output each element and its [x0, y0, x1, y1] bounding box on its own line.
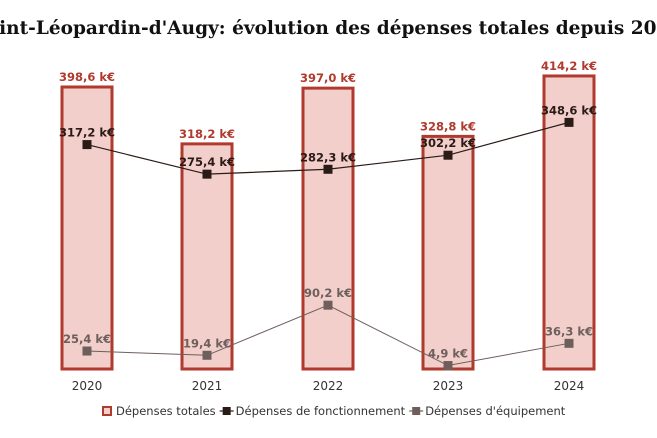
bar-label-2023: 328,8 k€ — [420, 119, 476, 133]
fonctionnement-point-2020 — [82, 140, 92, 150]
fonctionnement-label-2023: 302,2 k€ — [420, 136, 476, 150]
fonctionnement-point-2023 — [443, 150, 453, 160]
equipement-label-2024: 36,3 k€ — [545, 324, 593, 338]
bar-label-2020: 398,6 k€ — [59, 70, 115, 84]
legend-marker-fonctionnement — [222, 407, 231, 415]
bars-layer — [60, 74, 596, 371]
fonctionnement-label-2022: 282,3 k€ — [300, 150, 356, 164]
equipement-label-2021: 19,4 k€ — [183, 336, 231, 350]
bar-label-2021: 318,2 k€ — [179, 127, 235, 141]
equipement-point-2020 — [82, 346, 92, 356]
equipement-point-2024 — [564, 338, 574, 348]
legend-marker-equipement — [412, 407, 421, 415]
x-tick-2023: 2023 — [433, 379, 464, 393]
x-tick-2022: 2022 — [313, 379, 344, 393]
equipement-point-2021 — [202, 350, 212, 360]
legend-label-totales: Dépenses totales — [116, 404, 216, 418]
bar-2022 — [301, 86, 355, 371]
fonctionnement-point-2022 — [323, 164, 333, 174]
legend-item-equipement: Dépenses d'équipement — [409, 404, 566, 418]
equipement-label-2023: 4,9 k€ — [428, 347, 468, 361]
legend-swatch-totales — [102, 406, 112, 416]
fonctionnement-point-2024 — [564, 117, 574, 127]
lines-layer — [82, 117, 574, 371]
bar-2020 — [60, 85, 114, 371]
x-tick-2021: 2021 — [192, 379, 223, 393]
x-tick-2020: 2020 — [72, 379, 103, 393]
legend-item-fonctionnement: Dépenses de fonctionnement — [219, 404, 406, 418]
legend-item-totales: Dépenses totales — [102, 404, 216, 418]
fonctionnement-label-2024: 348,6 k€ — [541, 103, 597, 117]
equipement-point-2023 — [443, 361, 453, 371]
bar-label-2024: 414,2 k€ — [541, 59, 597, 73]
legend: Dépenses totales Dépenses de fonctionneme… — [102, 404, 566, 418]
bar-label-2022: 397,0 k€ — [300, 71, 356, 85]
equipement-point-2022 — [323, 300, 333, 310]
chart-title: Saint-Léopardin-d'Augy: évolution des dé… — [0, 18, 657, 39]
fonctionnement-label-2020: 317,2 k€ — [59, 126, 115, 140]
bar-2021 — [180, 142, 234, 371]
fonctionnement-point-2021 — [202, 169, 212, 179]
legend-label-equipement: Dépenses d'équipement — [425, 404, 566, 418]
bar-2023 — [421, 134, 475, 371]
x-tick-2024: 2024 — [554, 379, 585, 393]
equipement-label-2022: 90,2 k€ — [304, 286, 352, 300]
equipement-label-2020: 25,4 k€ — [63, 332, 111, 346]
labels-layer: 398,6 k€ 318,2 k€ 397,0 k€ 328,8 k€ 414,2 k€… — [59, 59, 597, 361]
fonctionnement-label-2021: 275,4 k€ — [179, 155, 235, 169]
x-axis-ticks: 2020 2021 2022 2023 2024 — [72, 379, 585, 393]
legend-label-fonctionnement: Dépenses de fonctionnement — [236, 404, 406, 418]
